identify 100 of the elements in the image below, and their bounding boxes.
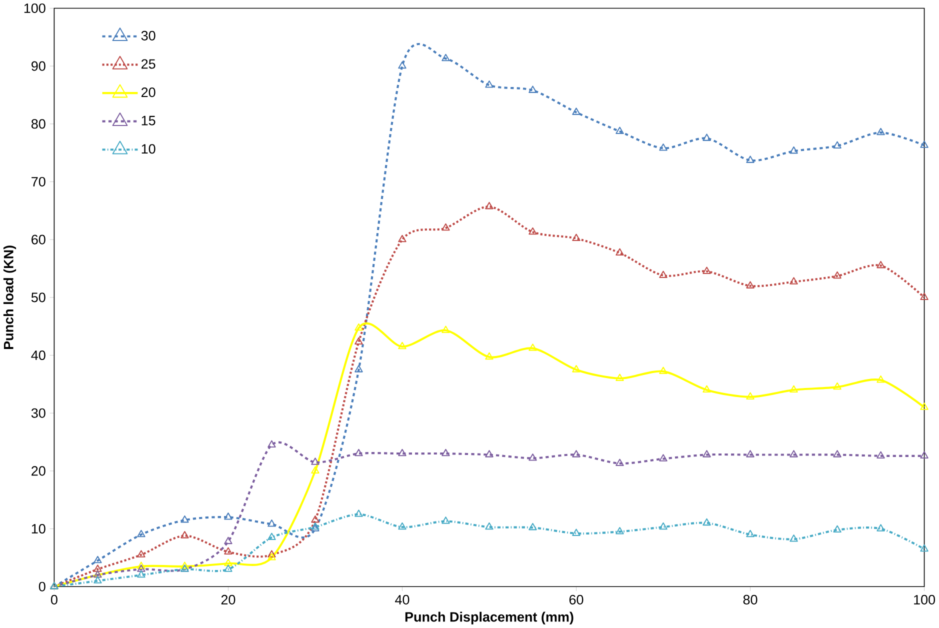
point xyxy=(268,532,276,540)
point xyxy=(833,141,842,149)
point xyxy=(920,402,928,410)
point xyxy=(442,448,450,456)
x-tick-label: 0 xyxy=(50,594,58,605)
point xyxy=(876,128,885,136)
point xyxy=(616,527,624,534)
point xyxy=(354,365,363,372)
point xyxy=(137,570,146,578)
y-tick-label: 70 xyxy=(32,177,46,187)
y-tick-label: 90 xyxy=(32,61,46,71)
point xyxy=(485,352,494,360)
point xyxy=(746,392,754,400)
point xyxy=(702,450,711,458)
y-tick-label: 20 xyxy=(32,466,46,476)
point xyxy=(268,440,276,448)
point xyxy=(702,518,711,526)
y-tick-label: 10 xyxy=(32,524,46,534)
point xyxy=(224,512,232,520)
point xyxy=(790,146,798,154)
point xyxy=(180,516,189,523)
point xyxy=(485,522,494,530)
point xyxy=(354,323,363,331)
point xyxy=(616,374,624,382)
x-tick-label: 60 xyxy=(569,594,584,605)
y-tick-label: 100 xyxy=(24,4,46,14)
point xyxy=(528,227,537,235)
point xyxy=(485,80,494,88)
point xyxy=(790,450,798,458)
point xyxy=(311,458,320,465)
point xyxy=(485,202,494,210)
point xyxy=(702,134,711,142)
point xyxy=(442,326,450,334)
y-axis-title: Punch load (KN) xyxy=(3,246,16,350)
point xyxy=(876,261,885,268)
point xyxy=(790,277,798,284)
point xyxy=(137,550,146,558)
point xyxy=(354,448,363,456)
legend-label: 10 xyxy=(142,144,156,154)
point xyxy=(137,530,146,538)
point xyxy=(354,510,363,517)
point xyxy=(616,248,624,256)
point xyxy=(833,271,842,279)
point xyxy=(398,448,406,456)
point xyxy=(224,564,232,572)
y-tick-label: 30 xyxy=(31,408,46,418)
point xyxy=(311,516,320,523)
point xyxy=(137,562,146,570)
point xyxy=(659,270,668,278)
point xyxy=(180,562,189,570)
point xyxy=(94,576,102,584)
point xyxy=(659,454,668,462)
point xyxy=(528,454,537,461)
point xyxy=(94,556,102,564)
point xyxy=(572,365,580,372)
point xyxy=(746,281,754,289)
x-tick-label: 20 xyxy=(221,594,236,605)
point xyxy=(528,344,537,351)
point xyxy=(876,524,885,532)
legend-label: 30 xyxy=(141,30,156,41)
point xyxy=(659,144,668,151)
y-tick-label: 40 xyxy=(31,350,46,360)
point xyxy=(920,544,928,552)
point xyxy=(572,528,580,536)
point xyxy=(616,126,624,134)
point xyxy=(268,520,276,527)
y-tick-label: 60 xyxy=(32,234,46,244)
point xyxy=(224,536,232,544)
point xyxy=(659,522,668,530)
point xyxy=(442,54,450,62)
legend-label: 25 xyxy=(142,59,156,69)
point xyxy=(702,266,711,274)
point xyxy=(268,553,276,560)
point xyxy=(398,234,406,242)
point xyxy=(572,108,580,116)
point xyxy=(876,376,885,383)
y-tick-label: 50 xyxy=(31,292,46,302)
point xyxy=(442,223,450,231)
point xyxy=(920,292,928,300)
point xyxy=(572,450,580,458)
point xyxy=(398,342,406,350)
point xyxy=(224,558,232,566)
point xyxy=(746,450,754,458)
point xyxy=(224,547,232,555)
point xyxy=(572,234,580,242)
point xyxy=(137,564,146,572)
x-tick-label: 100 xyxy=(914,594,936,605)
point xyxy=(659,366,668,374)
y-tick-label: 0 xyxy=(38,582,46,592)
point xyxy=(833,382,842,390)
x-axis-title: Punch Displacement (mm) xyxy=(405,612,574,624)
point xyxy=(398,522,406,530)
point xyxy=(311,466,320,474)
y-tick-label: 80 xyxy=(31,119,46,129)
point xyxy=(920,140,928,148)
point xyxy=(790,534,798,542)
point xyxy=(528,86,537,94)
point xyxy=(790,385,798,393)
point xyxy=(442,516,450,524)
point xyxy=(746,530,754,538)
